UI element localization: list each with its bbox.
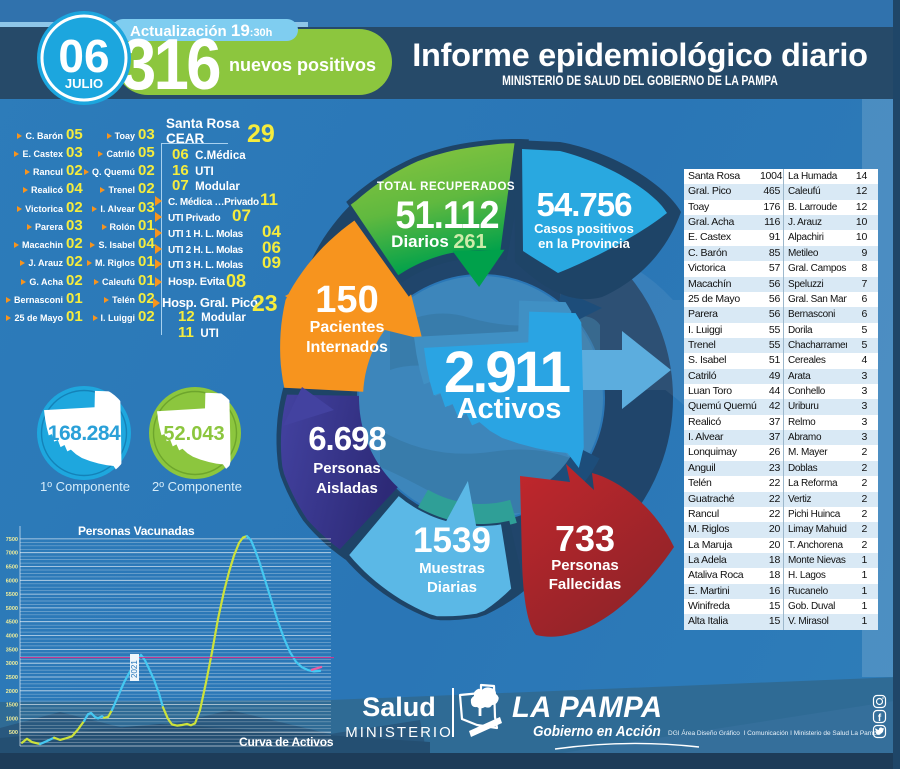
- svg-text:6000: 6000: [6, 578, 18, 584]
- svg-text:7000: 7000: [6, 551, 18, 557]
- svg-text:2000: 2000: [6, 689, 18, 695]
- svg-text:TOTAL RECUPERADOS: TOTAL RECUPERADOS: [377, 181, 515, 193]
- svg-text:Fallecidas: Fallecidas: [549, 576, 622, 593]
- svg-text:Aisladas: Aisladas: [316, 480, 378, 497]
- svg-text:Activos: Activos: [457, 393, 562, 425]
- svg-text:3000: 3000: [6, 661, 18, 667]
- svg-text:en la Provincia: en la Provincia: [538, 236, 631, 251]
- svg-text:51.112: 51.112: [395, 193, 498, 236]
- svg-text:Diarias: Diarias: [427, 579, 477, 596]
- svg-text:733: 733: [555, 518, 615, 559]
- svg-text:6500: 6500: [6, 565, 18, 571]
- svg-text:5500: 5500: [6, 592, 18, 598]
- svg-text:f: f: [878, 713, 882, 724]
- svg-text:2500: 2500: [6, 675, 18, 681]
- svg-text:4500: 4500: [6, 620, 18, 626]
- svg-text:2021: 2021: [130, 660, 139, 678]
- svg-text:JULIO: JULIO: [65, 76, 103, 91]
- svg-text:06: 06: [58, 30, 109, 82]
- svg-text:2.911: 2.911: [444, 340, 570, 405]
- svg-text:168.284: 168.284: [48, 422, 121, 445]
- svg-text:150: 150: [315, 279, 378, 321]
- svg-text:Diarios: Diarios: [391, 232, 449, 251]
- svg-text:52.043: 52.043: [163, 423, 224, 445]
- svg-text:6.698: 6.698: [308, 420, 386, 457]
- svg-text:Personas: Personas: [551, 557, 619, 574]
- svg-text:5000: 5000: [6, 606, 18, 612]
- svg-text:1500: 1500: [6, 703, 18, 709]
- svg-text:500: 500: [9, 730, 18, 736]
- svg-text:54.756: 54.756: [537, 186, 633, 223]
- svg-text:Internados: Internados: [306, 339, 388, 356]
- svg-text:7500: 7500: [6, 537, 18, 543]
- svg-text:261: 261: [453, 231, 486, 253]
- svg-text:Pacientes: Pacientes: [310, 319, 385, 336]
- svg-text:1539: 1539: [413, 521, 491, 560]
- svg-text:Personas: Personas: [313, 460, 381, 477]
- svg-text:3500: 3500: [6, 647, 18, 653]
- svg-text:Casos positivos: Casos positivos: [534, 221, 634, 236]
- svg-text:Muestras: Muestras: [419, 560, 485, 577]
- svg-text:1000: 1000: [6, 716, 18, 722]
- svg-text:4000: 4000: [6, 634, 18, 640]
